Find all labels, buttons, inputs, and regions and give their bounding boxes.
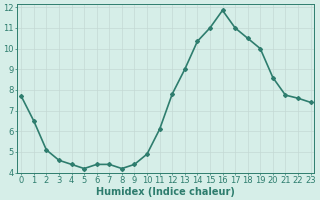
X-axis label: Humidex (Indice chaleur): Humidex (Indice chaleur) <box>96 187 235 197</box>
